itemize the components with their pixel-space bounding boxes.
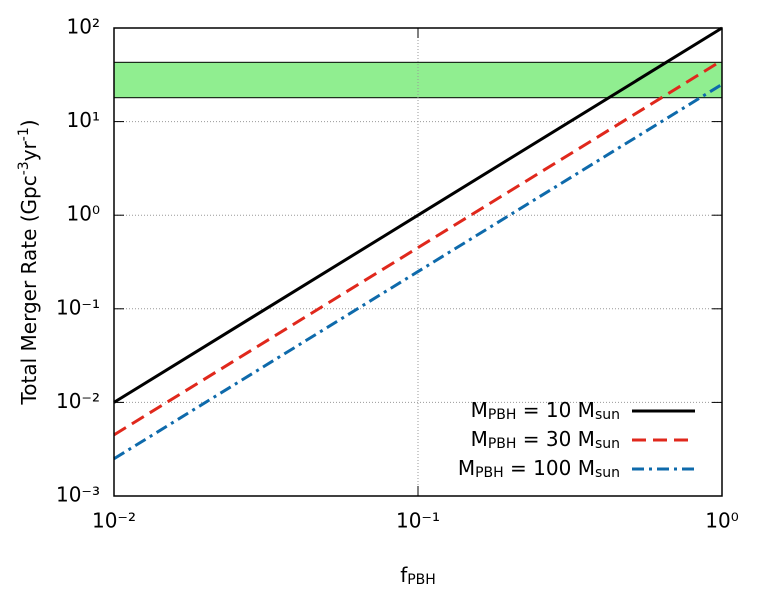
y-tick-label: 10⁻³ <box>56 483 100 507</box>
y-tick-label: 10⁻¹ <box>56 295 100 319</box>
legend-label-part: = 30 M <box>516 427 595 451</box>
legend-label-part: M <box>458 456 475 480</box>
y-tick-label: 10⁰ <box>67 202 100 226</box>
series-line <box>113 26 723 404</box>
legend-label-part: = 100 M <box>504 456 595 480</box>
series-line <box>113 59 723 437</box>
legend-label-part: PBH <box>488 436 517 452</box>
legend-label-part: M <box>471 427 488 451</box>
series-line <box>113 83 723 461</box>
legend-label-part: sun <box>595 407 620 423</box>
legend-label-part: sun <box>595 465 620 481</box>
legend-label: MPBH = 100 Msun <box>458 456 620 482</box>
legend-label: MPBH = 30 Msun <box>471 427 620 453</box>
legend-label-part: sun <box>595 436 620 452</box>
y-axis-label-part: ) <box>17 119 41 127</box>
legend-label-part: PBH <box>475 465 504 481</box>
legend-label-part: PBH <box>488 407 517 423</box>
y-axis-label-part: -1 <box>16 127 32 141</box>
x-tick-label: 10⁻¹ <box>396 509 440 533</box>
y-axis-label: Total Merger Rate (Gpc-3yr-1) <box>16 119 40 405</box>
legend-label: MPBH = 10 Msun <box>471 398 620 424</box>
y-axis-label-part: yr <box>17 140 41 161</box>
legend-label-part: M <box>471 398 488 422</box>
x-tick-label: 10⁰ <box>705 509 738 533</box>
x-axis-label: fPBH <box>400 563 436 589</box>
plot-frame <box>113 27 723 497</box>
legend-label-part: = 10 M <box>516 398 595 422</box>
y-axis-label-part: Total Merger Rate (Gpc <box>17 175 41 405</box>
y-tick-label: 10⁻² <box>56 389 100 413</box>
y-tick-label: 10¹ <box>67 108 100 132</box>
x-axis-label-part: PBH <box>407 572 436 588</box>
x-axis-label-part: f <box>400 563 408 587</box>
y-tick-label: 10² <box>67 15 100 39</box>
y-axis-label-part: -3 <box>16 161 32 175</box>
x-tick-label: 10⁻² <box>92 509 136 533</box>
